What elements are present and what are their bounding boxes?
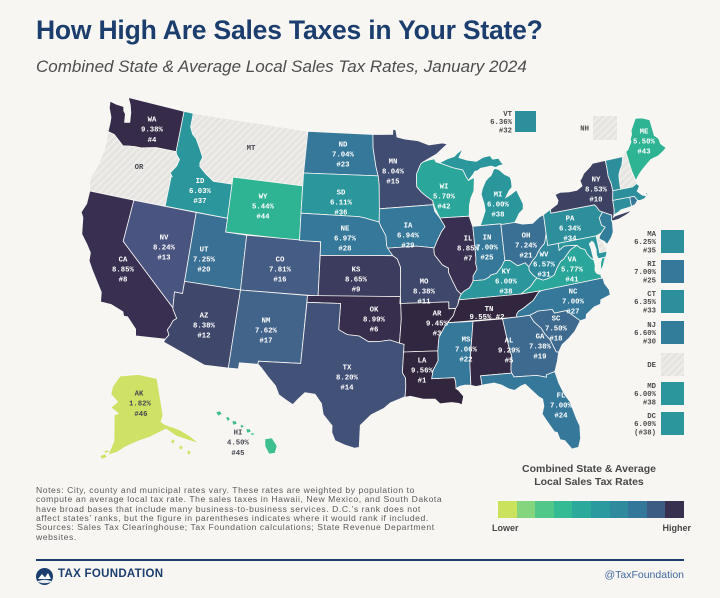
svg-text:CT6.35%#33: CT 6.35% #33 (634, 291, 657, 316)
svg-text:RI7.00%#25: RI 7.00% #25 (634, 261, 657, 286)
svg-text:MA6.25%#35: MA 6.25% #35 (634, 231, 657, 256)
svg-text:HI4.50%#45: HI 4.50% #45 (227, 430, 250, 458)
svg-text:NJ6.60%#30: NJ 6.60% #30 (634, 322, 657, 347)
svg-text:MD6.00%#38: MD 6.00% #38 (634, 383, 657, 408)
svg-text:OR: OR (135, 164, 144, 172)
svg-text:DC6.00%(#38): DC 6.00% (#38) (634, 413, 657, 438)
svg-text:NH: NH (580, 126, 589, 134)
svg-text:VT6.36%#32: VT 6.36% #32 (490, 111, 513, 136)
svg-text:DE: DE (647, 362, 656, 370)
svg-text:MT: MT (247, 145, 256, 153)
